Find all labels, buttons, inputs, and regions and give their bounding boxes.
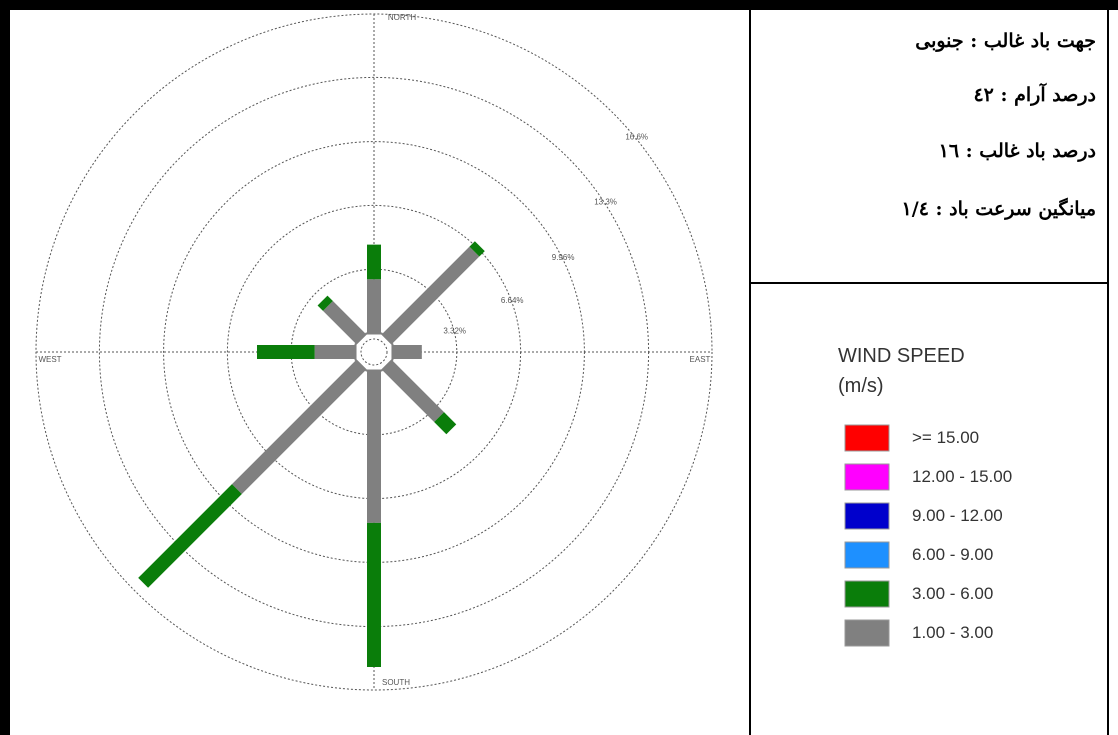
border-left <box>0 0 10 735</box>
grid-ring <box>35 13 713 691</box>
compass-label: EAST <box>690 355 711 364</box>
bar-segment <box>382 360 445 423</box>
calm-center <box>354 332 394 372</box>
grid-ring <box>226 204 522 500</box>
info-line: درصد آرام : ٤٢ <box>973 84 1096 106</box>
border-top <box>0 0 1118 10</box>
compass-label: WEST <box>38 355 61 364</box>
legend-label: 6.00 - 9.00 <box>912 545 993 564</box>
ring-label: 3.32% <box>443 326 466 335</box>
info-line: میانگین سرعت باد : ١/٤ <box>901 198 1096 220</box>
cell-divider <box>749 10 751 735</box>
border-right <box>1107 10 1109 735</box>
bar-segment <box>434 412 457 435</box>
legend-label: 1.00 - 3.00 <box>912 623 993 642</box>
info-line: درصد باد غالب : ١٦ <box>938 140 1096 162</box>
info-line: جهت باد غالب : جنوبی <box>915 30 1096 52</box>
ring-label: 16.6% <box>625 132 648 141</box>
bar-segment <box>138 484 242 588</box>
legend-swatch <box>844 424 890 452</box>
bar-segment <box>231 360 366 495</box>
legend-title: WIND SPEED <box>838 345 965 367</box>
legend-swatch <box>844 502 890 530</box>
legend-swatch <box>844 463 890 491</box>
legend-unit: (m/s) <box>838 375 884 397</box>
grid-ring <box>98 76 650 628</box>
legend-swatch <box>844 580 890 608</box>
bar-segment <box>469 241 485 257</box>
compass-label: SOUTH <box>382 678 410 687</box>
row-divider <box>750 282 1108 284</box>
ring-label: 13.3% <box>594 197 617 206</box>
ring-label: 6.64% <box>501 296 524 305</box>
bar-segment <box>323 301 366 344</box>
legend-label: >= 15.00 <box>912 428 979 447</box>
legend-label: 3.00 - 6.00 <box>912 584 993 603</box>
grid-ring <box>163 141 585 563</box>
legend-label: 9.00 - 12.00 <box>912 506 1003 525</box>
compass-label: NORTH <box>388 13 417 22</box>
legend-label: 12.00 - 15.00 <box>912 467 1012 486</box>
bar-segment <box>382 246 480 344</box>
calm-ring <box>360 338 388 366</box>
legend-swatch <box>844 619 890 647</box>
bar-segment <box>317 295 333 311</box>
ring-label: 9.96% <box>552 253 575 262</box>
legend-swatch <box>844 541 890 569</box>
